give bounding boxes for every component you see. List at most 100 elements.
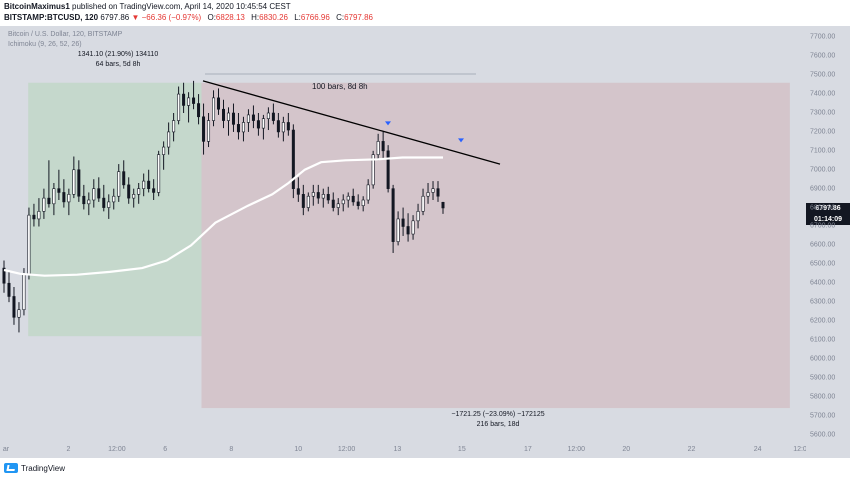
candle-body (381, 141, 385, 152)
chart-canvas[interactable]: Bitcoin / U.S. Dollar, 120, BITSTAMP Ich… (0, 26, 806, 444)
time-tick: 12:00 (567, 446, 586, 453)
price-change: ▼ −66.36 (−0.97%) (131, 13, 202, 22)
candle-body (391, 188, 395, 242)
low-label: L: (294, 13, 301, 22)
candle-body (127, 184, 131, 199)
candle-body (152, 188, 156, 193)
price-tick: 6700.00 (810, 222, 836, 230)
candle-body (226, 112, 230, 121)
candle-body (2, 267, 6, 284)
time-tick: 12:00 (108, 446, 126, 453)
candle-body (137, 188, 141, 195)
author-name[interactable]: BitcoinMaximus1 (4, 2, 70, 11)
price-tick: 6400.00 (810, 279, 836, 287)
axis-corner (806, 444, 850, 458)
high-value: 6830.26 (259, 13, 288, 22)
candle-body (421, 195, 425, 212)
candle-body (376, 141, 380, 155)
candle-body (341, 199, 345, 205)
candle-body (117, 171, 121, 197)
candle-body (112, 195, 116, 203)
candle-body (217, 97, 221, 110)
long-stats: 1341.10 (21.90%) 134110 (77, 51, 159, 58)
time-axis[interactable]: ar 2 12:00 6 8 10 12:00 13 15 17 12:00 20 22 24 12:0 (0, 444, 807, 458)
candle-body (431, 188, 435, 193)
time-tick: 17 (524, 446, 532, 453)
candle-body (406, 226, 410, 235)
bar-countdown-label: 01:14:09 (806, 213, 850, 225)
candle-body (42, 197, 46, 212)
price-tick: 7600.00 (810, 52, 836, 60)
candle-body (17, 309, 21, 318)
candle-body (202, 116, 206, 142)
candle-body (276, 120, 280, 133)
time-tick: 12:00 (337, 446, 356, 453)
price-tick: 6200.00 (810, 317, 836, 325)
ohlc-row: BITSTAMP:BTCUSD, 120 6797.86 ▼ −66.36 (−… (4, 13, 373, 22)
candle-body (197, 103, 201, 118)
tradingview-icon (4, 463, 18, 473)
candle-body (361, 199, 365, 206)
candle-body (162, 146, 166, 155)
long-bars: 64 bars, 5d 8h (95, 61, 141, 68)
price-tick: 7300.00 (810, 109, 836, 117)
bar-countdown: 01:14:09 (813, 215, 843, 223)
candle-body (222, 108, 226, 121)
time-tick: 13 (393, 446, 402, 453)
open-value: 6828.13 (215, 13, 245, 22)
candle-body (102, 197, 106, 208)
legend-symbol[interactable]: Bitcoin / U.S. Dollar, 120, BITSTAMP (8, 31, 123, 38)
time-tick: 10 (294, 446, 303, 453)
price-tick: 5700.00 (810, 412, 836, 420)
current-price: 6797.86 (815, 204, 841, 212)
candle-body (371, 154, 375, 186)
price-axis[interactable]: 6797.86 01:14:09 7700.00 7600.00 7500.00 74… (806, 26, 850, 444)
candle-body (251, 114, 255, 121)
candle-body (316, 192, 320, 199)
candle-body (82, 195, 86, 205)
high-label: H: (251, 13, 260, 22)
candle-body (261, 118, 265, 129)
close-label: C: (336, 13, 345, 22)
candle-body (72, 169, 76, 195)
symbol-label[interactable]: BITSTAMP:BTCUSD, 120 (4, 13, 99, 22)
price-tick: 7200.00 (810, 128, 836, 136)
price-tick: 7500.00 (810, 71, 836, 79)
price-tick: 6800.00 (810, 204, 836, 212)
time-tick: ar (2, 446, 10, 453)
time-tick: 15 (457, 446, 466, 453)
candle-body (177, 93, 181, 121)
publish-date: published on TradingView.com, April 14, … (72, 2, 291, 11)
descending-trendline (202, 80, 501, 165)
price-tick: 5600.00 (810, 431, 836, 439)
price-tick: 5800.00 (810, 393, 836, 401)
tradingview-logo[interactable]: TradingView (4, 463, 65, 473)
legend-indicator[interactable]: Ichimoku (9, 26, 52, 26) (8, 41, 82, 48)
candle-body (47, 197, 51, 205)
candle-body (147, 180, 151, 189)
price-tick: 7000.00 (810, 166, 836, 174)
candle-body (306, 195, 310, 208)
candle-body (107, 201, 111, 208)
candle-body (62, 192, 66, 203)
publish-info: BitcoinMaximus1 published on TradingView… (4, 2, 291, 11)
candle-body (182, 93, 186, 106)
tradingview-brand: TradingView (21, 463, 66, 473)
candle-body (366, 184, 370, 201)
candle-body (281, 122, 285, 133)
candle-body (192, 97, 196, 104)
candle-body (97, 188, 101, 199)
candle-body (271, 112, 275, 121)
candle-body (236, 124, 240, 133)
candle-body (231, 112, 235, 125)
candle-body (207, 120, 211, 142)
price-chart[interactable] (0, 26, 806, 444)
time-tick: 8 (229, 446, 234, 453)
candle-body (401, 218, 405, 227)
candle-body (57, 188, 61, 193)
time-tick: 2 (66, 446, 71, 453)
candle-body (92, 188, 96, 201)
open-label: O: (207, 13, 216, 22)
time-tick: 12:0 (793, 446, 807, 453)
candle-body (396, 218, 400, 242)
